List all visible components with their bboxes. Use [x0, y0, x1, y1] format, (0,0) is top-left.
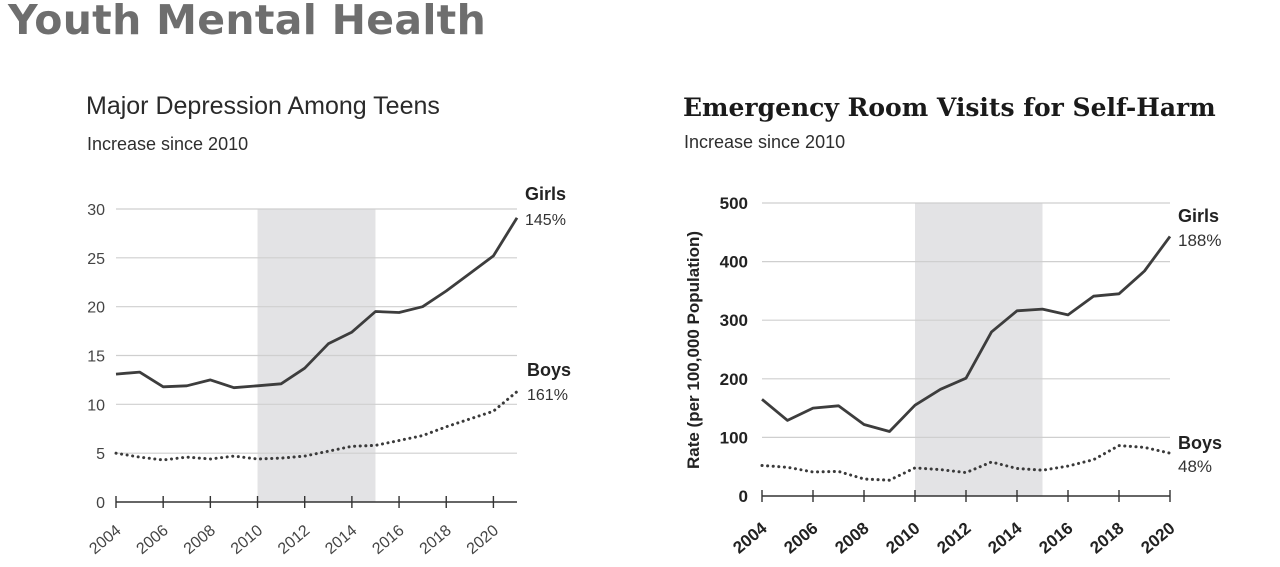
x-tick-label: 2008: [831, 519, 872, 558]
x-tick-label: 2018: [1086, 519, 1127, 558]
x-tick-label: 2010: [228, 522, 266, 558]
series-change-girls: 145%: [525, 212, 566, 229]
y-tick-label: 30: [87, 202, 105, 219]
series-name-boys: Boys: [527, 360, 571, 380]
page-title: Youth Mental Health: [8, 0, 487, 44]
series-line-boys: [760, 444, 1172, 482]
series-name-girls: Girls: [1178, 206, 1219, 226]
x-tick-label: 2004: [729, 518, 771, 557]
x-tick-label: 2012: [933, 519, 974, 558]
x-tick-label: 2014: [984, 518, 1026, 557]
x-tick-label: 2016: [1035, 519, 1076, 558]
x-tick-label: 2008: [181, 522, 219, 558]
shaded-period: [915, 203, 1043, 496]
series-name-boys: Boys: [1178, 433, 1222, 453]
y-tick-label: 500: [720, 194, 748, 213]
y-tick-label: 25: [87, 251, 105, 268]
chart-self-harm: Emergency Room Visits for Self-Harm Incr…: [683, 93, 1222, 557]
chart-title: Emergency Room Visits for Self-Harm: [683, 93, 1216, 122]
series-change-girls: 188%: [1178, 231, 1221, 250]
chart-subtitle: Increase since 2010: [87, 134, 248, 154]
chart-title: Major Depression Among Teens: [86, 92, 440, 120]
y-tick-label: 15: [87, 349, 105, 366]
x-tick-label: 2004: [86, 522, 124, 558]
y-tick-label: 5: [96, 446, 105, 463]
x-tick-label: 2012: [275, 522, 313, 558]
y-tick-label: 200: [720, 370, 748, 389]
y-tick-label: 0: [739, 487, 748, 506]
x-tick-label: 2020: [1137, 519, 1178, 558]
x-tick-label: 2018: [417, 522, 455, 558]
y-axis-label: Rate (per 100,000 Population): [684, 231, 703, 469]
x-tick-label: 2006: [134, 522, 172, 558]
y-tick-label: 100: [720, 428, 748, 447]
series-line-boys: [114, 390, 519, 462]
x-tick-label: 2020: [464, 522, 502, 558]
chart-depression: Major Depression Among Teens Increase si…: [86, 92, 571, 558]
chart-subtitle: Increase since 2010: [684, 132, 845, 152]
x-tick-label: 2010: [882, 519, 923, 558]
series-change-boys: 48%: [1178, 457, 1212, 476]
y-tick-label: 10: [87, 397, 105, 414]
y-tick-label: 20: [87, 300, 105, 317]
series-name-girls: Girls: [525, 184, 566, 204]
series-line-girls: [761, 235, 1172, 433]
plot-area: 0 5 10 15 20 25 30 2004 2006 2008 2010 2012 2014 2016…: [86, 184, 571, 558]
y-tick-label: 0: [96, 495, 105, 512]
x-tick-label: 2016: [369, 522, 407, 558]
x-tick-label: 2006: [780, 519, 821, 558]
plot-area: 0 100 200 300 400 500 2004 2006 2008 2010 2012 2014…: [720, 194, 1222, 557]
x-tick-label: 2014: [322, 522, 360, 558]
y-tick-label: 400: [720, 253, 748, 272]
series-line-girls: [115, 217, 519, 390]
series-change-boys: 161%: [527, 387, 568, 404]
y-tick-label: 300: [720, 311, 748, 330]
